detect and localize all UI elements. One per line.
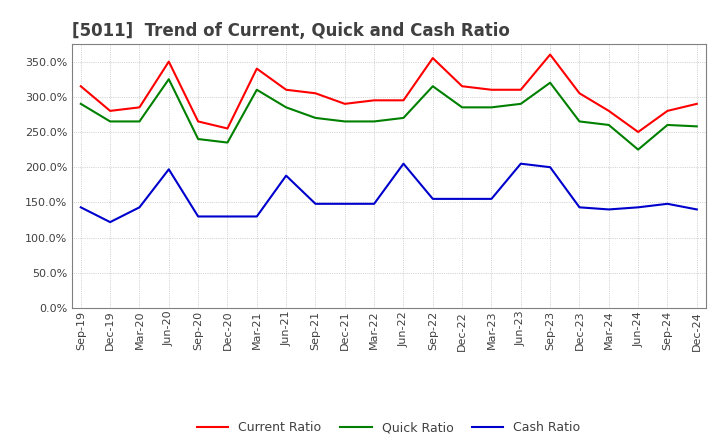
Cash Ratio <box>399 161 408 166</box>
Current Ratio <box>458 84 467 89</box>
Cash Ratio <box>693 207 701 212</box>
Current Ratio <box>663 108 672 114</box>
Quick Ratio <box>135 119 144 124</box>
Quick Ratio <box>634 147 642 152</box>
Quick Ratio <box>428 84 437 89</box>
Current Ratio <box>282 87 290 92</box>
Quick Ratio <box>282 105 290 110</box>
Quick Ratio <box>575 119 584 124</box>
Cash Ratio <box>546 165 554 170</box>
Quick Ratio <box>516 101 525 106</box>
Quick Ratio <box>341 119 349 124</box>
Current Ratio <box>106 108 114 114</box>
Current Ratio <box>370 98 379 103</box>
Current Ratio <box>399 98 408 103</box>
Current Ratio <box>487 87 496 92</box>
Quick Ratio <box>458 105 467 110</box>
Quick Ratio <box>487 105 496 110</box>
Current Ratio <box>311 91 320 96</box>
Current Ratio <box>546 52 554 57</box>
Quick Ratio <box>106 119 114 124</box>
Quick Ratio <box>311 115 320 121</box>
Line: Current Ratio: Current Ratio <box>81 55 697 132</box>
Quick Ratio <box>399 115 408 121</box>
Current Ratio <box>634 129 642 135</box>
Cash Ratio <box>223 214 232 219</box>
Cash Ratio <box>341 201 349 206</box>
Cash Ratio <box>135 205 144 210</box>
Cash Ratio <box>605 207 613 212</box>
Current Ratio <box>194 119 202 124</box>
Cash Ratio <box>106 220 114 225</box>
Cash Ratio <box>575 205 584 210</box>
Cash Ratio <box>311 201 320 206</box>
Quick Ratio <box>76 101 85 106</box>
Quick Ratio <box>164 77 173 82</box>
Line: Cash Ratio: Cash Ratio <box>81 164 697 222</box>
Current Ratio <box>253 66 261 71</box>
Current Ratio <box>693 101 701 106</box>
Cash Ratio <box>634 205 642 210</box>
Cash Ratio <box>663 201 672 206</box>
Line: Quick Ratio: Quick Ratio <box>81 79 697 150</box>
Current Ratio <box>575 91 584 96</box>
Quick Ratio <box>546 80 554 85</box>
Cash Ratio <box>76 205 85 210</box>
Cash Ratio <box>282 173 290 178</box>
Current Ratio <box>516 87 525 92</box>
Current Ratio <box>341 101 349 106</box>
Cash Ratio <box>164 167 173 172</box>
Quick Ratio <box>693 124 701 129</box>
Quick Ratio <box>663 122 672 128</box>
Current Ratio <box>164 59 173 64</box>
Quick Ratio <box>253 87 261 92</box>
Cash Ratio <box>194 214 202 219</box>
Cash Ratio <box>516 161 525 166</box>
Text: [5011]  Trend of Current, Quick and Cash Ratio: [5011] Trend of Current, Quick and Cash … <box>72 22 510 40</box>
Current Ratio <box>428 55 437 61</box>
Quick Ratio <box>605 122 613 128</box>
Current Ratio <box>223 126 232 131</box>
Quick Ratio <box>223 140 232 145</box>
Cash Ratio <box>370 201 379 206</box>
Current Ratio <box>605 108 613 114</box>
Quick Ratio <box>370 119 379 124</box>
Cash Ratio <box>253 214 261 219</box>
Cash Ratio <box>487 196 496 202</box>
Cash Ratio <box>458 196 467 202</box>
Current Ratio <box>135 105 144 110</box>
Cash Ratio <box>428 196 437 202</box>
Legend: Current Ratio, Quick Ratio, Cash Ratio: Current Ratio, Quick Ratio, Cash Ratio <box>192 416 585 439</box>
Quick Ratio <box>194 136 202 142</box>
Current Ratio <box>76 84 85 89</box>
